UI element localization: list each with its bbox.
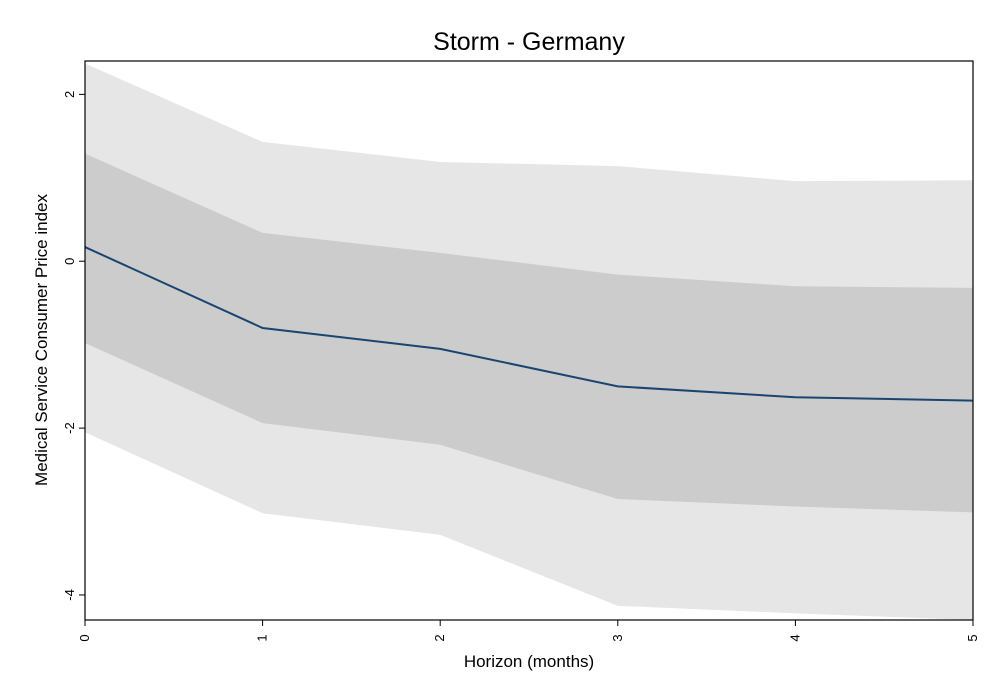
inner-band-area (85, 153, 973, 513)
x-tick-label: 0 (77, 634, 92, 641)
x-axis: 0 1 2 3 4 5 (77, 620, 980, 642)
x-tick-label: 4 (787, 634, 802, 641)
x-tick-label: 5 (965, 634, 980, 641)
y-axis: -4 -2 0 2 (62, 91, 85, 601)
plot-area (84, 63, 974, 620)
y-tick-label: -2 (62, 422, 77, 434)
x-tick-label: 3 (610, 634, 625, 641)
chart-title: Storm - Germany (433, 28, 625, 56)
x-axis-label: Horizon (months) (464, 652, 594, 671)
plot-frame (84, 60, 974, 621)
point-estimate-line (84, 246, 974, 402)
y-tick-label: -4 (62, 589, 77, 601)
y-tick-label: 0 (62, 258, 77, 265)
x-tick-label: 2 (432, 634, 447, 641)
y-tick-label: 2 (62, 91, 77, 98)
y-axis-label: Medical Service Consumer Price index (32, 194, 51, 486)
x-tick-label: 1 (255, 634, 270, 641)
